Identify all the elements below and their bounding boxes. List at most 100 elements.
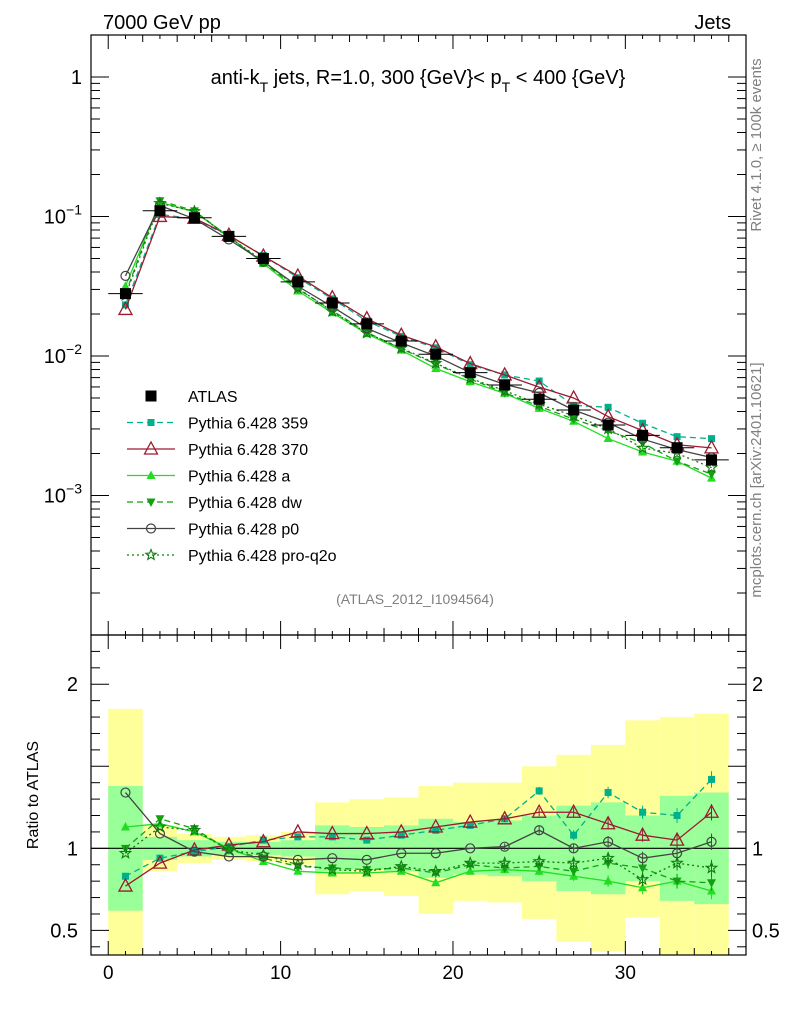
series-pro-q2o-ratio-point <box>635 872 650 886</box>
series-359-ratio-point <box>121 872 129 880</box>
legend-entry-dw-marker <box>146 498 156 507</box>
series-pro-q2o-ratio-line <box>125 826 712 881</box>
legend-entry-p0-marker <box>145 523 157 534</box>
rivet-version-label: Rivet 4.1.0, ≥ 100k events <box>748 58 765 231</box>
series-370-main-point <box>531 378 547 393</box>
series-p0-ratio-point <box>430 848 441 859</box>
series-370-main-point <box>566 389 582 404</box>
series-pro-q2o-ratio-point <box>532 854 546 868</box>
series-pro-q2o-main-point <box>429 356 443 370</box>
legend-entry-pro-q2o-label: Pythia 6.428 pro-q2o <box>188 548 337 565</box>
chart-title: anti-kT jets, R=1.0, 300 {GeV}< pT < 400… <box>211 67 626 95</box>
series-dw-ratio-point <box>362 866 372 875</box>
series-pro-q2o-ratio-point <box>360 864 374 878</box>
legend-entry-359-marker <box>147 419 155 426</box>
series-p0-ratio-point <box>396 848 407 859</box>
title-part-a: anti-k <box>211 67 261 89</box>
series-p0-ratio-point <box>706 836 717 847</box>
series-359-ratio-point <box>328 833 336 841</box>
y-tick-exponent: −1 <box>66 201 82 217</box>
atlas-data-point <box>602 419 614 431</box>
series-p0-ratio-point <box>637 853 648 864</box>
legend-entry-a-marker <box>146 470 156 479</box>
header-left-label: 7000 GeV pp <box>103 12 221 34</box>
x-tick-label: 30 <box>615 963 636 984</box>
series-pro-q2o-ratio-point <box>394 859 408 873</box>
series-370-main-line <box>124 215 712 449</box>
y-tick-exponent: −3 <box>66 480 82 496</box>
atlas-data-point <box>223 230 235 242</box>
x-tick-label: 0 <box>103 963 114 984</box>
title-sub-b: T <box>502 79 511 95</box>
legend-entry-atlas-marker <box>145 390 157 402</box>
series-pro-q2o-ratio-point <box>704 860 719 874</box>
series-370-ratio-point <box>255 833 271 848</box>
y-tick-label: 10−1 <box>44 201 82 228</box>
ratio-y-tick-label-left: 1 <box>67 838 78 860</box>
axis-ticks <box>91 34 746 955</box>
series-p0-ratio-point <box>568 843 579 854</box>
series-pro-q2o-ratio-point <box>222 842 236 856</box>
series-359-ratio-point <box>363 836 371 844</box>
series-a-ratio-point <box>431 877 441 887</box>
series-pro-q2o-ratio-point <box>498 856 512 869</box>
y-tick-label: 10−3 <box>44 480 82 507</box>
series-370-ratio-point <box>462 813 478 828</box>
series-p0-ratio-point <box>465 843 476 854</box>
y-tick-label: 1 <box>71 67 82 89</box>
series-370-ratio-point <box>393 823 409 838</box>
series-370-ratio-point <box>703 803 720 818</box>
legend-entry-pro-q2o-marker <box>144 547 158 561</box>
series-dw-main-point <box>431 360 441 370</box>
series-pro-q2o-ratio-point <box>601 851 615 864</box>
atlas-data-point <box>257 252 269 264</box>
y-tick-exponent: −2 <box>66 341 82 357</box>
series-p0-ratio-line <box>124 792 712 861</box>
series-359-ratio-point <box>466 821 474 829</box>
atlas-data-point <box>430 348 442 360</box>
atlas-data-point <box>395 335 407 347</box>
series-a-main-point <box>638 446 648 456</box>
series-359-ratio-point <box>604 789 612 797</box>
series-a-ratio-point <box>465 866 475 875</box>
atlas-data-point <box>533 393 545 405</box>
title-part-b: jets, R=1.0, 300 {GeV}< p <box>268 67 502 89</box>
series-a-ratio-point <box>603 876 613 885</box>
series-pro-q2o-ratio-point <box>291 857 305 871</box>
series-pro-q2o-ratio-point <box>429 864 443 878</box>
series-pro-q2o-ratio-point <box>118 846 133 859</box>
atlas-data-point <box>188 212 200 224</box>
series-dw-ratio-point <box>155 815 165 824</box>
series-370-ratio-point <box>152 854 168 869</box>
series-pro-q2o-main-point <box>635 441 650 454</box>
ratio-y-tick-label-left: 0.5 <box>50 920 78 942</box>
series-dw-main-point <box>672 457 682 467</box>
series-359-ratio-point <box>708 775 716 783</box>
series-p0-ratio-point <box>534 825 545 836</box>
atlas-data-point <box>671 442 683 454</box>
atlas-data-point <box>499 379 511 391</box>
ratio-y-tick-label-right: 1 <box>752 838 763 860</box>
x-tick-label: 10 <box>270 963 291 984</box>
series-p0-ratio-point <box>292 854 303 865</box>
series-370-main-point <box>117 301 134 316</box>
series-370-ratio-point <box>324 825 340 840</box>
series-359-ratio-point <box>397 831 405 839</box>
series-a-main-point <box>120 281 130 290</box>
x-tick-label: 20 <box>442 963 463 984</box>
series-dw-ratio-point <box>189 825 199 834</box>
series-370-ratio-point <box>117 877 134 892</box>
legend-entry-370-label: Pythia 6.428 370 <box>188 442 308 459</box>
series-359-main-point <box>708 435 716 443</box>
series-a-ratio-point <box>120 822 130 831</box>
series-p0-ratio-point <box>120 787 131 798</box>
y-tick-label: 10−2 <box>44 341 82 368</box>
series-dw-ratio-point <box>638 864 648 874</box>
series-359-main-point <box>432 344 440 352</box>
series-p0-ratio-point <box>499 841 510 852</box>
ratio-uncertainty-bands <box>91 708 746 955</box>
series-dw-ratio-point <box>707 879 717 888</box>
atlas-data-point <box>706 454 718 466</box>
atlas-data-point <box>361 318 373 330</box>
